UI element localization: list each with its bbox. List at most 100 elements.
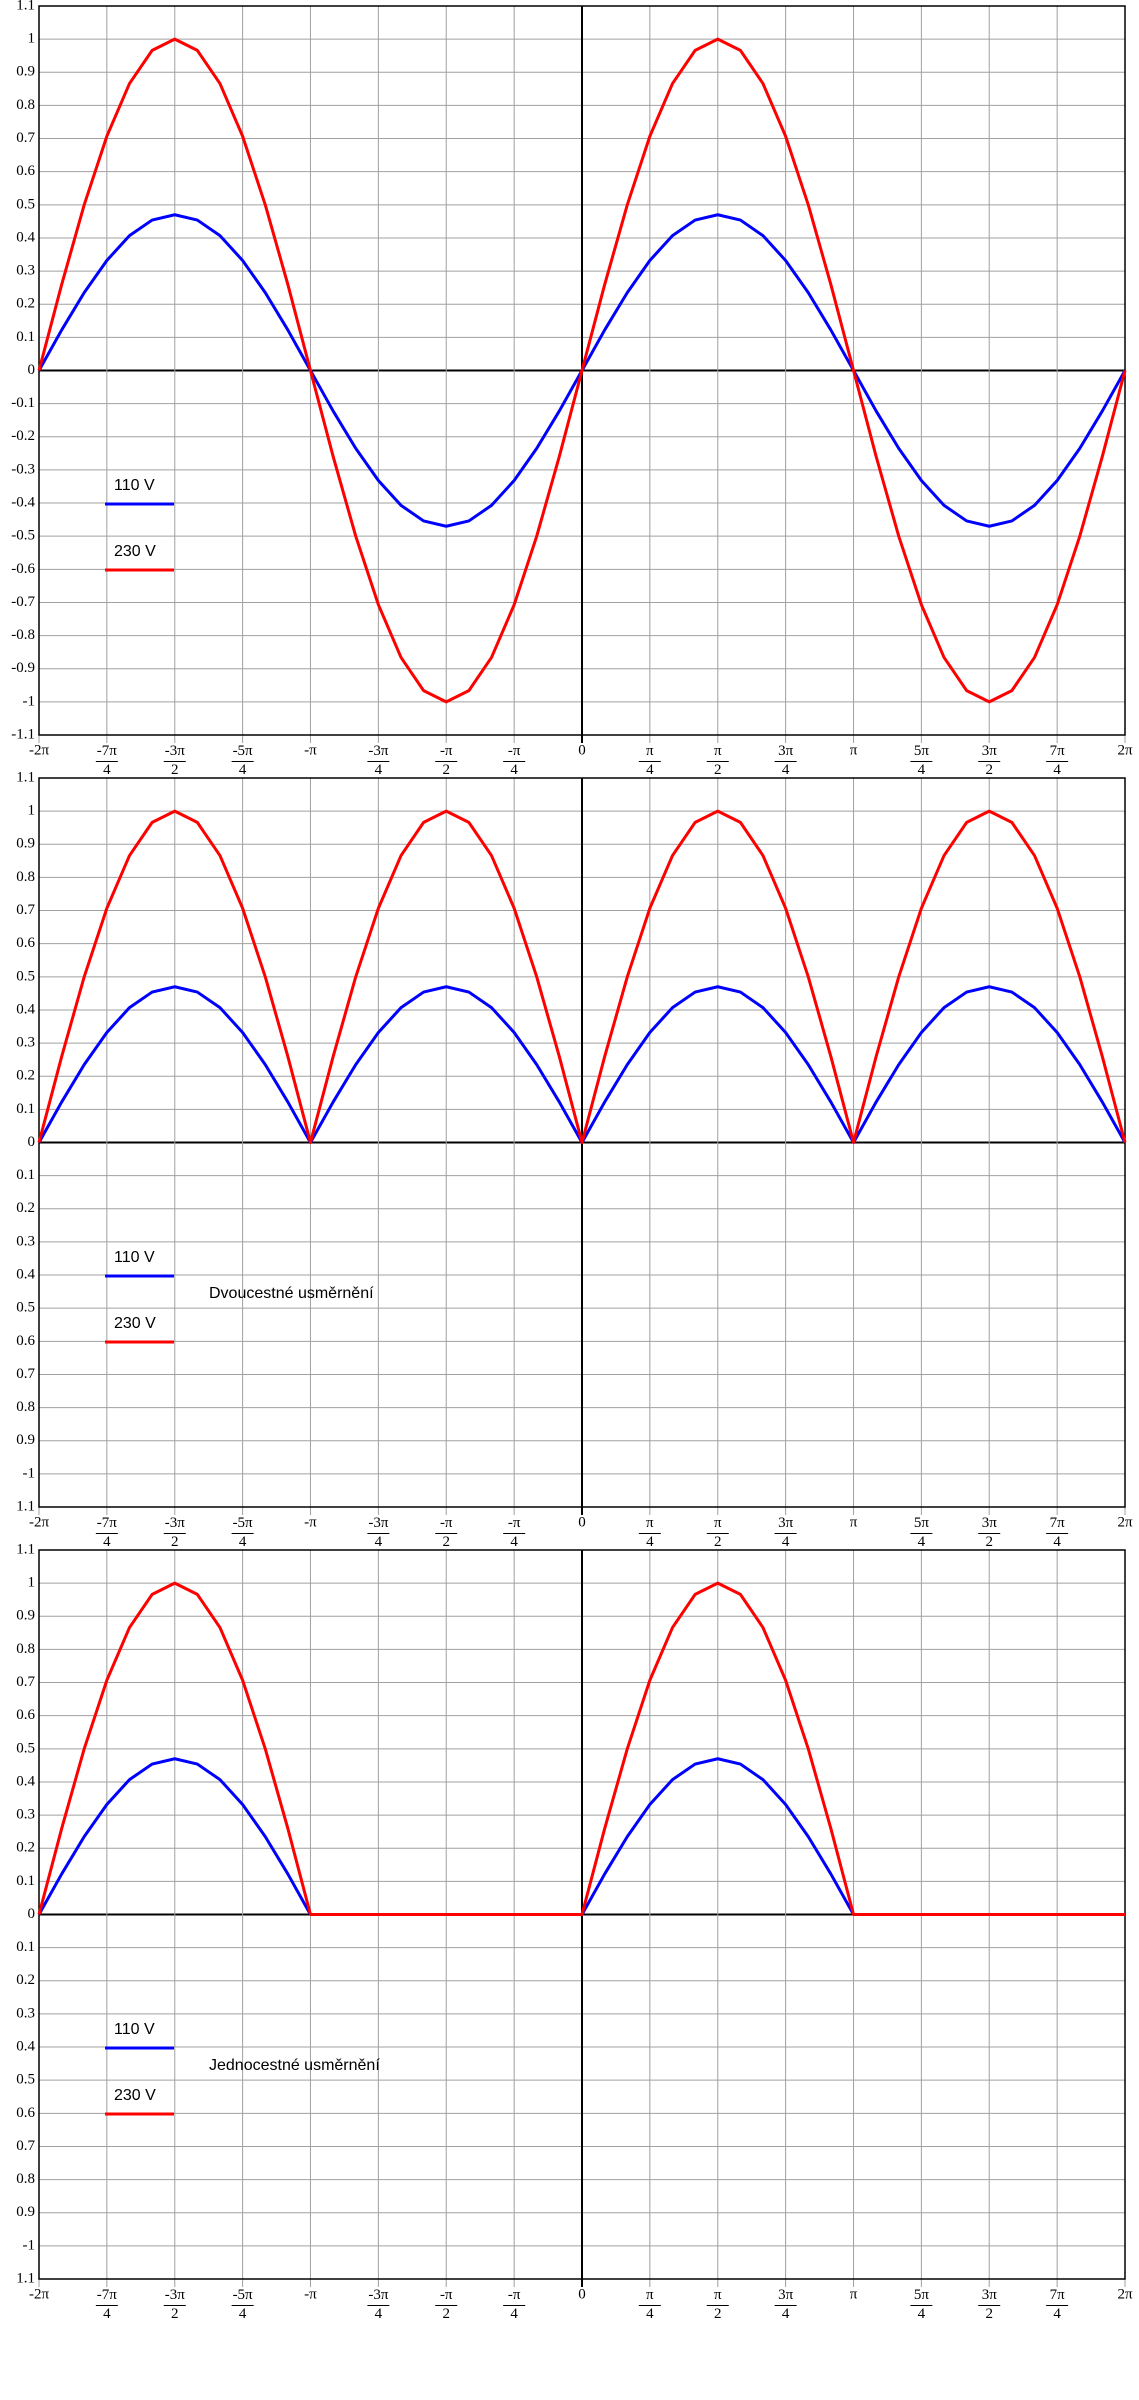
x-tick-label: -3π 4 bbox=[368, 743, 388, 778]
y-tick-label: 0.6 bbox=[16, 163, 35, 179]
y-tick-label: -0.8 bbox=[11, 627, 35, 643]
x-tick-label: 0 bbox=[578, 742, 586, 758]
x-tick-label: -7π 4 bbox=[97, 2287, 117, 2322]
x-tick-label: -3π 4 bbox=[368, 2287, 388, 2322]
annotation: Dvoucestné usměrnění bbox=[209, 1285, 374, 1302]
y-tick-label: 1.1 bbox=[16, 2270, 35, 2286]
x-tick-label: -π bbox=[304, 742, 317, 758]
y-tick-label: 0.3 bbox=[16, 263, 35, 279]
y-tick-label: 0.1 bbox=[16, 329, 35, 345]
y-tick-label: 0.2 bbox=[16, 1200, 35, 1216]
x-tick-label: π bbox=[850, 1514, 858, 1530]
x-tick-label: -π 2 bbox=[440, 743, 453, 778]
x-tick-label: 5π 4 bbox=[914, 1515, 930, 1550]
legend-label: 230 V bbox=[114, 543, 156, 560]
x-tick-label: 3π 4 bbox=[778, 2287, 794, 2322]
y-tick-label: 0.4 bbox=[16, 1001, 35, 1017]
y-tick-label: -1 bbox=[23, 2237, 36, 2253]
y-tick-label: -1 bbox=[23, 1465, 36, 1481]
y-tick-label: 0.3 bbox=[16, 1807, 35, 1823]
x-tick-label: 7π 4 bbox=[1050, 1515, 1066, 1550]
y-tick-label: 0.1 bbox=[16, 1939, 35, 1955]
x-tick-label: 5π 4 bbox=[914, 2287, 930, 2322]
y-tick-label: 0.2 bbox=[16, 1840, 35, 1856]
y-tick-label: 0.7 bbox=[16, 1366, 35, 1382]
y-tick-label: -0.4 bbox=[11, 494, 35, 510]
y-tick-label: -1 bbox=[23, 693, 36, 709]
y-tick-label: 0 bbox=[28, 1134, 36, 1150]
y-tick-label: 0.6 bbox=[16, 1707, 35, 1723]
x-tick-label: -3π 2 bbox=[165, 743, 185, 778]
y-tick-label: 0.8 bbox=[16, 2171, 35, 2187]
x-tick-label: -π 4 bbox=[508, 1515, 521, 1550]
y-tick-label: 1 bbox=[28, 1575, 36, 1591]
y-tick-label: 0.7 bbox=[16, 1674, 35, 1690]
x-tick-label: π bbox=[850, 2286, 858, 2302]
x-tick-label: 3π 2 bbox=[982, 1515, 998, 1550]
y-tick-label: 0.1 bbox=[16, 1873, 35, 1889]
y-tick-label: 0.5 bbox=[16, 968, 35, 984]
y-tick-label: 0.4 bbox=[16, 229, 35, 245]
y-tick-label: 0 bbox=[28, 362, 36, 378]
y-tick-label: 0.8 bbox=[16, 1641, 35, 1657]
legend-label: 230 V bbox=[114, 2087, 156, 2104]
y-tick-label: 0.2 bbox=[16, 296, 35, 312]
y-tick-label: 1.1 bbox=[16, 769, 35, 785]
y-tick-label: 0.4 bbox=[16, 1266, 35, 1282]
y-tick-label: 1.1 bbox=[16, 1498, 35, 1514]
x-tick-label: -7π 4 bbox=[97, 1515, 117, 1550]
series-line bbox=[37, 37, 1127, 704]
y-tick-label: -0.5 bbox=[11, 528, 35, 544]
legend-label: 230 V bbox=[114, 1315, 156, 1332]
y-tick-label: 1.1 bbox=[16, 0, 35, 13]
y-tick-label: -0.7 bbox=[11, 594, 35, 610]
y-tick-label: 0.9 bbox=[16, 1608, 35, 1624]
y-tick-label: 1 bbox=[28, 803, 36, 819]
y-tick-label: 1.1 bbox=[16, 1541, 35, 1557]
y-tick-label: 0 bbox=[28, 1906, 36, 1922]
y-tick-label: 0.2 bbox=[16, 1068, 35, 1084]
x-tick-label: -π 4 bbox=[508, 743, 521, 778]
y-tick-label: 0.5 bbox=[16, 1740, 35, 1756]
x-tick-label: 7π 4 bbox=[1050, 2287, 1066, 2322]
x-tick-label: -5π 4 bbox=[233, 743, 253, 778]
y-tick-label: 0.5 bbox=[16, 2072, 35, 2088]
y-tick-label: 0.9 bbox=[16, 2204, 35, 2220]
x-tick-label: 2π bbox=[1117, 742, 1133, 758]
y-tick-label: -1.1 bbox=[11, 726, 35, 742]
y-tick-label: 0.2 bbox=[16, 1972, 35, 1988]
y-tick-label: 0.4 bbox=[16, 1773, 35, 1789]
y-tick-label: 0.3 bbox=[16, 2005, 35, 2021]
series-line bbox=[37, 809, 1127, 1144]
y-tick-label: 0.7 bbox=[16, 2138, 35, 2154]
x-tick-label: 5π 4 bbox=[914, 743, 930, 778]
y-tick-label: -0.3 bbox=[11, 461, 35, 477]
x-tick-label: 3π 4 bbox=[778, 743, 794, 778]
x-tick-label: -π 4 bbox=[508, 2287, 521, 2322]
y-tick-label: -0.9 bbox=[11, 660, 35, 676]
legend-label: 110 V bbox=[114, 2021, 155, 2038]
x-tick-label: 2π bbox=[1117, 1514, 1133, 1530]
y-tick-label: 0.7 bbox=[16, 130, 35, 146]
y-tick-label: 0.9 bbox=[16, 1432, 35, 1448]
x-tick-label: -7π 4 bbox=[97, 743, 117, 778]
legend-label: 110 V bbox=[114, 1249, 155, 1266]
y-tick-label: 0.7 bbox=[16, 902, 35, 918]
x-tick-label: π bbox=[850, 742, 858, 758]
x-tick-label: -3π 2 bbox=[165, 1515, 185, 1550]
legend-label: 110 V bbox=[114, 477, 155, 494]
x-tick-label: -π 2 bbox=[440, 1515, 453, 1550]
y-tick-label: 0.6 bbox=[16, 1333, 35, 1349]
x-tick-label: 0 bbox=[578, 2286, 586, 2302]
series-line bbox=[37, 1581, 1125, 1916]
y-tick-label: 0.1 bbox=[16, 1167, 35, 1183]
y-tick-label: 0.8 bbox=[16, 1399, 35, 1415]
y-tick-label: 0.3 bbox=[16, 1233, 35, 1249]
y-tick-label: -0.6 bbox=[11, 561, 35, 577]
